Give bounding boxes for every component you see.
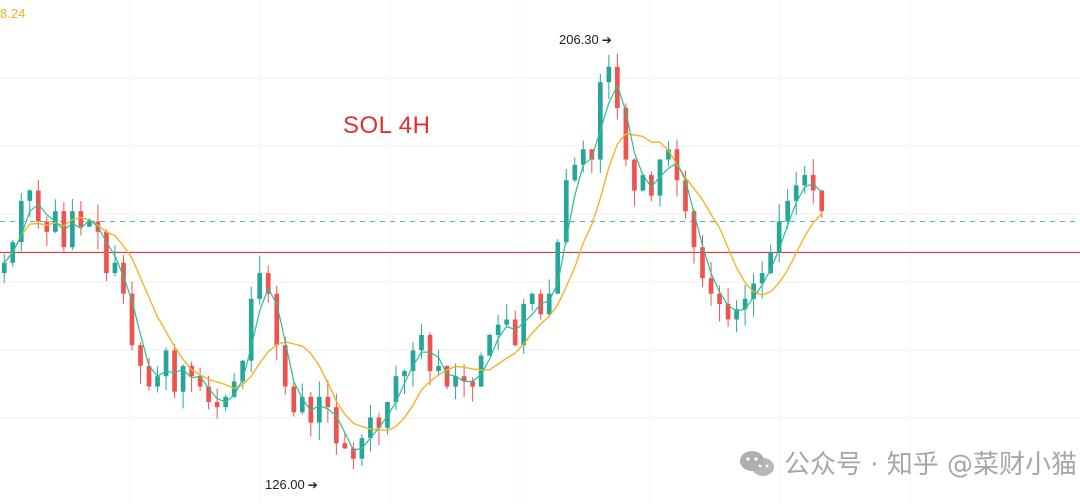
candle-body bbox=[44, 221, 50, 232]
candle-body bbox=[776, 221, 782, 253]
candle-body bbox=[606, 66, 612, 83]
watermark: 公众号 · 知乎 @菜财小猫 bbox=[738, 444, 1077, 481]
candle-body bbox=[240, 360, 246, 382]
candle-body bbox=[180, 365, 186, 392]
candle-body bbox=[563, 180, 569, 243]
candle-body bbox=[487, 334, 492, 356]
candle-body bbox=[257, 273, 263, 299]
candles-group bbox=[1, 53, 825, 470]
candle-body bbox=[163, 350, 169, 377]
candle-body bbox=[427, 334, 433, 372]
candle-body bbox=[546, 293, 552, 315]
candle-body bbox=[61, 211, 67, 248]
candle-body bbox=[172, 350, 177, 392]
candle-body bbox=[402, 371, 407, 377]
low-price-label: 126.00 ➔ bbox=[265, 477, 318, 492]
wechat-icon bbox=[740, 450, 774, 476]
right-arrow-icon: ➔ bbox=[307, 478, 318, 492]
candle-body bbox=[734, 309, 739, 320]
candle-body bbox=[521, 304, 527, 346]
candle-body bbox=[504, 319, 510, 325]
candle-body bbox=[18, 200, 24, 243]
candle-body bbox=[265, 273, 271, 294]
candle-body bbox=[112, 262, 118, 274]
candle-body bbox=[802, 175, 808, 186]
candle-body bbox=[529, 293, 535, 304]
candle-body bbox=[351, 448, 356, 459]
candle-body bbox=[334, 407, 339, 444]
candle-body bbox=[35, 190, 41, 222]
candle-body bbox=[291, 386, 297, 413]
candle-body bbox=[597, 82, 603, 160]
slow-moving-average-line bbox=[3, 133, 823, 432]
candle-body bbox=[87, 221, 92, 227]
candle-body bbox=[299, 396, 305, 413]
high-price-value: 206.30 bbox=[559, 32, 599, 47]
candle-body bbox=[478, 355, 484, 387]
candle-body bbox=[649, 175, 654, 196]
candle-body bbox=[316, 396, 322, 423]
candle-body bbox=[640, 175, 646, 191]
candle-body bbox=[410, 350, 416, 372]
candle-body bbox=[189, 365, 194, 377]
candle-body bbox=[1, 262, 7, 274]
candle-body bbox=[759, 273, 765, 284]
candle-body bbox=[512, 319, 518, 346]
candle-body bbox=[555, 242, 561, 294]
candle-body bbox=[206, 386, 211, 402]
ma-value-readout: 8.24 bbox=[0, 6, 26, 21]
high-price-label: 206.30 ➔ bbox=[559, 32, 612, 47]
candle-body bbox=[708, 278, 714, 294]
candle-body bbox=[197, 376, 203, 387]
candle-body bbox=[274, 293, 280, 346]
candle-body bbox=[376, 417, 382, 428]
candle-body bbox=[810, 175, 816, 191]
candle-body bbox=[129, 293, 135, 346]
candle-body bbox=[155, 376, 160, 387]
candle-body bbox=[700, 247, 705, 279]
candle-body bbox=[393, 376, 399, 402]
candle-body bbox=[368, 417, 373, 439]
candle-body bbox=[768, 252, 773, 274]
candle-body bbox=[589, 149, 595, 160]
candle-body bbox=[453, 376, 458, 387]
candle-body bbox=[717, 293, 722, 304]
candle-body bbox=[325, 396, 331, 408]
candle-body bbox=[683, 180, 688, 212]
candle-body bbox=[742, 298, 748, 310]
candle-body bbox=[444, 365, 450, 387]
fast-moving-average-line bbox=[3, 84, 823, 451]
candle-body bbox=[419, 334, 424, 351]
candle-body bbox=[248, 298, 254, 361]
watermark-text: 公众号 · 知乎 @菜财小猫 bbox=[784, 450, 1078, 480]
candle-body bbox=[282, 345, 288, 387]
right-arrow-icon: ➔ bbox=[601, 33, 612, 47]
candle-body bbox=[436, 365, 441, 372]
low-price-value: 126.00 bbox=[265, 477, 305, 492]
candle-body bbox=[495, 324, 501, 335]
candle-body bbox=[580, 149, 586, 165]
candle-body bbox=[214, 402, 220, 408]
candle-body bbox=[632, 159, 637, 191]
candle-body bbox=[725, 304, 731, 320]
candle-body bbox=[793, 185, 799, 201]
candle-body bbox=[666, 149, 671, 160]
candle-body bbox=[819, 190, 825, 212]
candle-body bbox=[70, 211, 75, 248]
candle-body bbox=[470, 381, 475, 387]
candle-body bbox=[785, 200, 791, 222]
candle-body bbox=[691, 211, 697, 248]
candle-body bbox=[138, 345, 143, 366]
candle-body bbox=[27, 190, 33, 201]
chart-title: SOL 4H bbox=[343, 112, 431, 139]
candle-body bbox=[78, 211, 84, 227]
candle-body bbox=[572, 164, 578, 181]
candle-body bbox=[146, 365, 152, 387]
candle-body bbox=[342, 443, 348, 449]
candle-body bbox=[461, 376, 467, 382]
candle-body bbox=[104, 231, 109, 274]
